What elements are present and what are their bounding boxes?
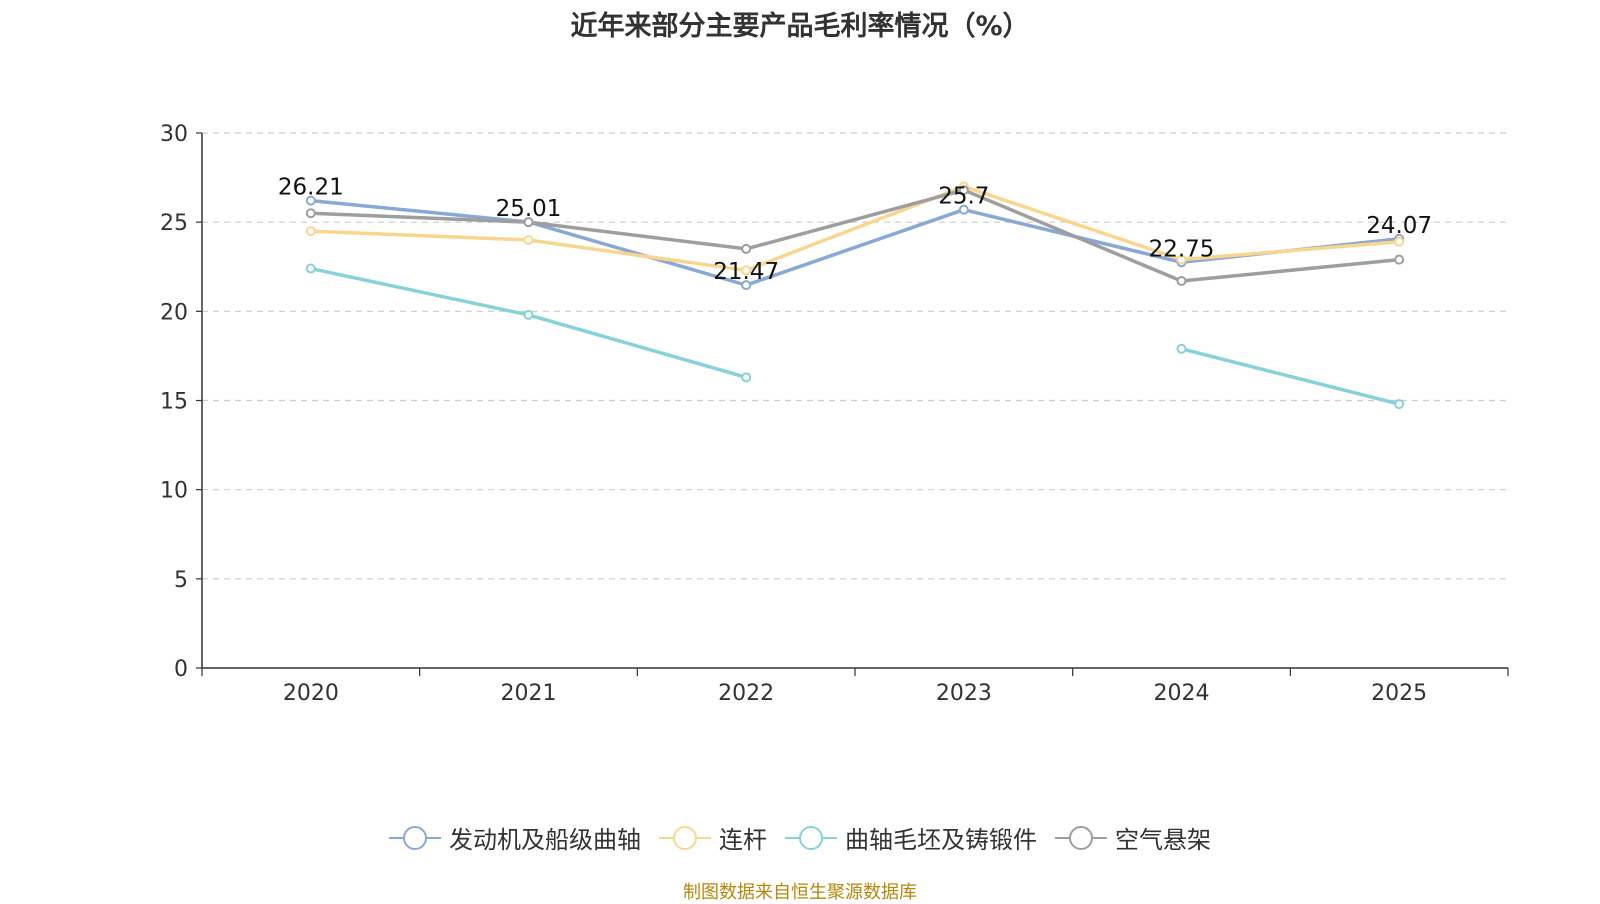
data-point [305,208,316,219]
y-tick-label: 10 [160,479,188,504]
data-point [958,185,969,196]
y-tick-label: 20 [160,300,188,325]
legend-swatch-icon [389,824,441,852]
data-label: 24.07 [1366,213,1432,239]
legend: 发动机及船级曲轴 连杆 曲轴毛坯及铸锻件 空气悬架 [0,820,1600,855]
series-line-0 [310,198,1400,287]
x-tick-label: 2024 [1154,681,1210,706]
data-point [523,235,534,245]
x-tick-label: 2021 [501,681,557,706]
data-label: 21.47 [713,259,779,285]
legend-item-crankshaft[interactable]: 发动机及船级曲轴 [389,820,641,855]
data-label: 25.7 [938,184,989,210]
data-point [1176,254,1187,265]
data-point [305,226,316,237]
y-tick-label: 30 [160,122,188,147]
y-tick-label: 25 [160,211,188,236]
series-line-2 [1181,347,1400,406]
data-point [741,280,752,291]
data-point [305,263,316,274]
x-tick-label: 2025 [1371,681,1427,706]
x-tick-label: 2023 [936,681,992,706]
data-point [523,217,534,228]
legend-label: 空气悬架 [1115,826,1211,854]
data-point [305,195,316,206]
data-point [1394,399,1405,410]
legend-swatch-icon [659,824,711,852]
x-tick-label: 2020 [283,681,339,706]
legend-label: 曲轴毛坯及铸锻件 [845,826,1037,854]
series-line-1 [310,184,1400,273]
series-line-2 [310,266,747,379]
source-note: 制图数据来自恒生聚源数据库 [683,882,917,903]
legend-label: 连杆 [719,826,767,854]
legend-item-blanks-forgings[interactable]: 曲轴毛坯及铸锻件 [785,820,1037,855]
y-tick-label: 15 [160,390,188,415]
legend-label: 发动机及船级曲轴 [449,826,641,854]
data-point [1176,276,1187,287]
data-label: 26.21 [278,175,344,201]
data-point [1394,254,1405,265]
y-tick-label: 5 [174,568,188,593]
y-tick-label: 0 [174,657,188,682]
data-point [741,372,752,383]
data-label: 25.01 [496,196,562,222]
legend-swatch-icon [1055,824,1107,852]
legend-item-connecting-rod[interactable]: 连杆 [659,820,767,855]
data-point [523,309,534,320]
data-label: 22.75 [1149,236,1215,262]
data-point [741,265,752,276]
data-point [958,204,969,215]
legend-swatch-icon [785,824,837,852]
data-point [1176,343,1187,354]
chart-title: 近年来部分主要产品毛利率情况（%） [570,11,1030,42]
data-point [741,243,752,254]
data-point [1394,236,1405,247]
legend-item-air-suspension[interactable]: 空气悬架 [1055,820,1211,855]
series-line-3 [310,188,1400,283]
x-tick-label: 2022 [718,681,774,706]
